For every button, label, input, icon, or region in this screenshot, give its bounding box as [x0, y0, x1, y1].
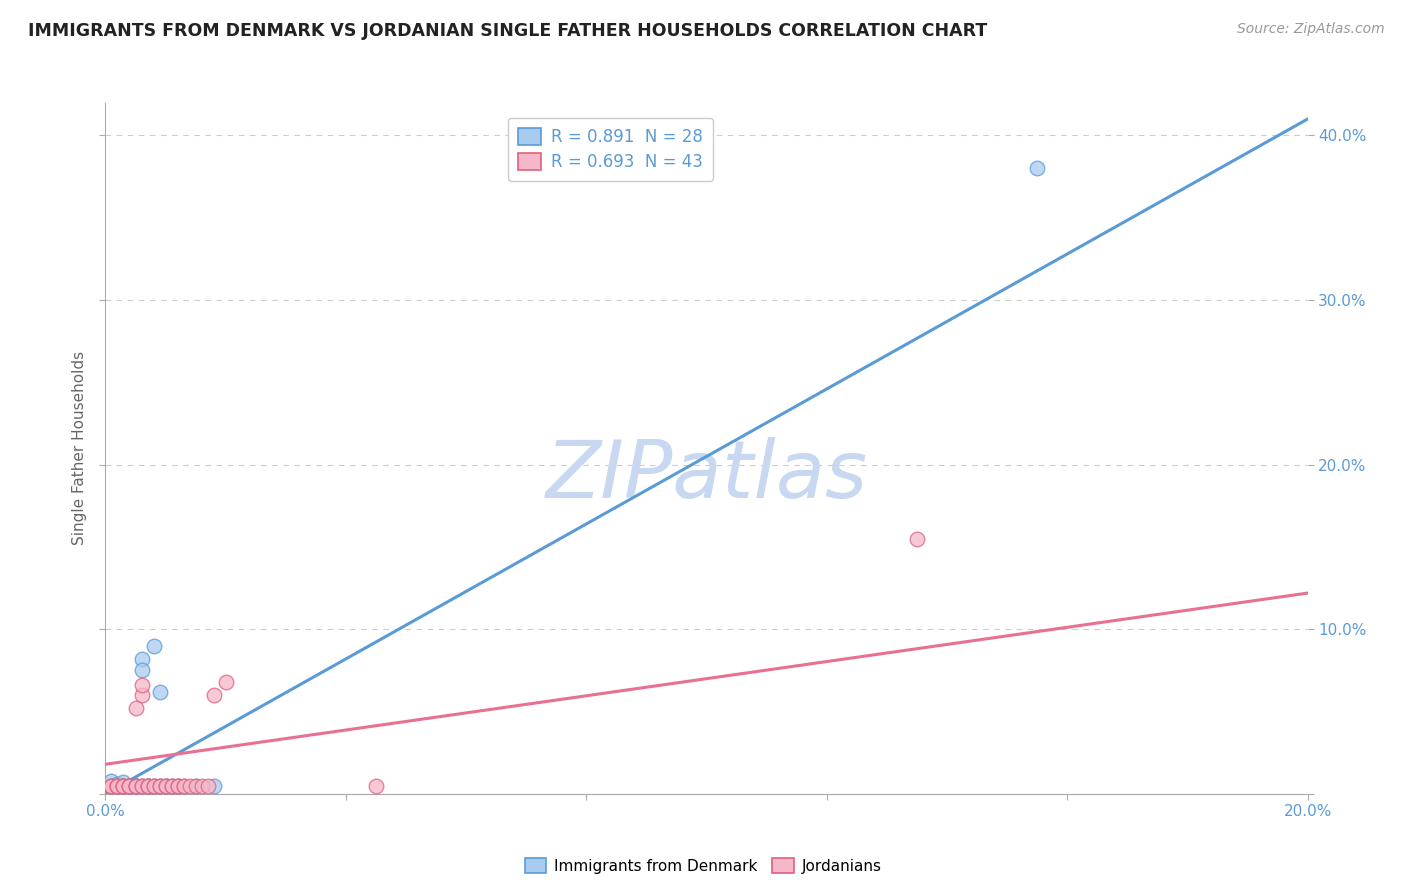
Point	[160, 779, 183, 793]
Point	[905, 532, 928, 546]
Point	[131, 779, 153, 793]
Point	[166, 779, 188, 793]
Point	[107, 779, 129, 793]
Point	[131, 652, 153, 666]
Point	[124, 779, 146, 793]
Legend: Immigrants from Denmark, Jordanians: Immigrants from Denmark, Jordanians	[519, 852, 887, 880]
Point	[100, 779, 122, 793]
Point	[160, 779, 183, 793]
Point	[131, 779, 153, 793]
Point	[136, 779, 159, 793]
Point	[107, 777, 129, 791]
Point	[179, 779, 201, 793]
Point	[202, 779, 225, 793]
Y-axis label: Single Father Households: Single Father Households	[72, 351, 87, 545]
Legend: R = 0.891  N = 28, R = 0.693  N = 43: R = 0.891 N = 28, R = 0.693 N = 43	[508, 118, 713, 181]
Point	[155, 779, 177, 793]
Point	[112, 779, 135, 793]
Point	[142, 779, 165, 793]
Point	[124, 779, 146, 793]
Point	[131, 688, 153, 702]
Point	[112, 779, 135, 793]
Point	[166, 779, 188, 793]
Point	[118, 779, 141, 793]
Point	[148, 779, 170, 793]
Point	[124, 779, 146, 793]
Point	[190, 779, 212, 793]
Point	[100, 779, 122, 793]
Point	[100, 779, 122, 793]
Point	[202, 688, 225, 702]
Point	[173, 779, 195, 793]
Point	[173, 779, 195, 793]
Point	[136, 779, 159, 793]
Point	[148, 685, 170, 699]
Point	[131, 664, 153, 678]
Point	[100, 779, 122, 793]
Point	[148, 779, 170, 793]
Text: Source: ZipAtlas.com: Source: ZipAtlas.com	[1237, 22, 1385, 37]
Point	[124, 701, 146, 715]
Point	[160, 779, 183, 793]
Point	[136, 779, 159, 793]
Point	[118, 779, 141, 793]
Point	[197, 779, 219, 793]
Point	[142, 779, 165, 793]
Point	[107, 779, 129, 793]
Point	[142, 639, 165, 653]
Point	[184, 779, 207, 793]
Point	[107, 779, 129, 793]
Point	[155, 779, 177, 793]
Point	[136, 779, 159, 793]
Point	[118, 779, 141, 793]
Point	[1026, 161, 1049, 176]
Point	[118, 779, 141, 793]
Point	[148, 779, 170, 793]
Point	[107, 779, 129, 793]
Point	[155, 779, 177, 793]
Point	[214, 675, 236, 690]
Point	[112, 775, 135, 789]
Point	[112, 779, 135, 793]
Point	[166, 779, 188, 793]
Point	[124, 779, 146, 793]
Point	[112, 779, 135, 793]
Point	[131, 779, 153, 793]
Point	[131, 678, 153, 692]
Text: ZIPatlas: ZIPatlas	[546, 437, 868, 515]
Text: IMMIGRANTS FROM DENMARK VS JORDANIAN SINGLE FATHER HOUSEHOLDS CORRELATION CHART: IMMIGRANTS FROM DENMARK VS JORDANIAN SIN…	[28, 22, 987, 40]
Point	[124, 779, 146, 793]
Point	[155, 779, 177, 793]
Point	[184, 779, 207, 793]
Point	[364, 779, 387, 793]
Point	[136, 779, 159, 793]
Point	[124, 779, 146, 793]
Point	[142, 779, 165, 793]
Point	[112, 779, 135, 793]
Point	[118, 779, 141, 793]
Point	[100, 773, 122, 788]
